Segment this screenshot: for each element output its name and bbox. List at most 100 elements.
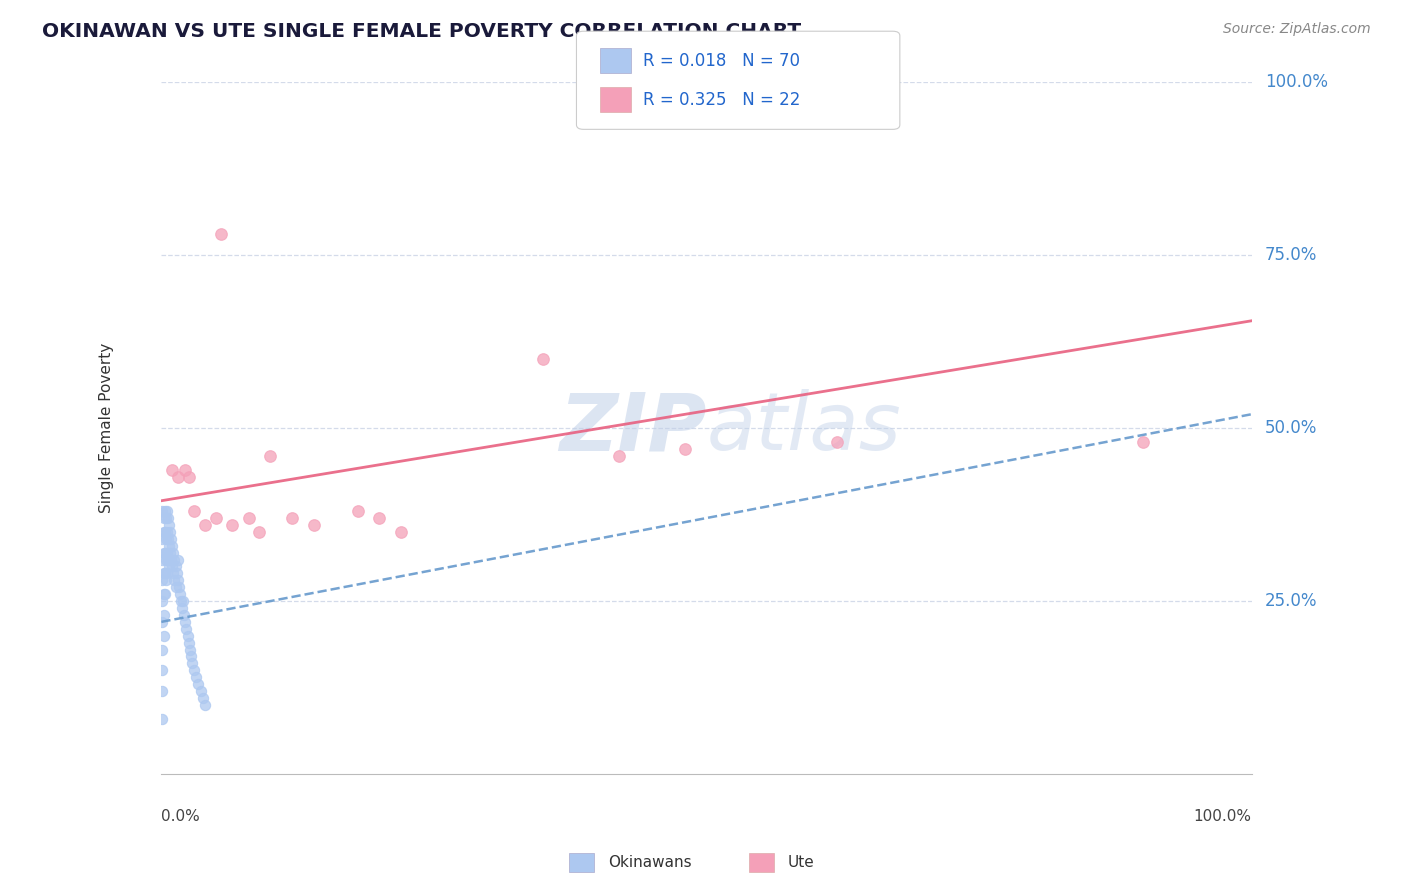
Point xyxy=(194,698,217,712)
Point xyxy=(152,566,174,581)
Point xyxy=(152,594,174,608)
Point xyxy=(162,566,184,581)
Point xyxy=(163,574,186,588)
Text: Source: ZipAtlas.com: Source: ZipAtlas.com xyxy=(1223,22,1371,37)
Point xyxy=(169,587,191,601)
Point xyxy=(156,504,179,518)
Point xyxy=(156,546,179,560)
Point xyxy=(152,712,174,726)
Point xyxy=(155,574,177,588)
Point xyxy=(165,580,187,594)
Point xyxy=(155,511,177,525)
Point xyxy=(157,559,180,574)
Point xyxy=(162,546,184,560)
Point xyxy=(165,559,187,574)
Point xyxy=(302,518,325,533)
Point xyxy=(159,546,181,560)
Point xyxy=(166,552,188,566)
Point xyxy=(166,566,188,581)
Point xyxy=(166,574,188,588)
Point xyxy=(156,524,179,539)
Text: R = 0.018   N = 70: R = 0.018 N = 70 xyxy=(643,52,800,70)
Point xyxy=(156,532,179,546)
Point xyxy=(183,663,205,677)
Point xyxy=(172,594,194,608)
Point xyxy=(205,511,228,525)
Point xyxy=(162,462,184,476)
Point xyxy=(249,524,271,539)
Point xyxy=(180,649,202,664)
Point xyxy=(167,580,190,594)
Point xyxy=(160,532,183,546)
Text: Okinawans: Okinawans xyxy=(609,855,692,870)
Point xyxy=(159,524,181,539)
Point xyxy=(607,449,630,463)
Point xyxy=(187,677,209,691)
Point xyxy=(152,615,174,629)
Point xyxy=(1132,434,1154,449)
Point xyxy=(156,552,179,566)
Point xyxy=(389,524,412,539)
Point xyxy=(152,587,174,601)
Point xyxy=(152,684,174,698)
Point xyxy=(209,227,232,242)
Point xyxy=(153,546,176,560)
Point xyxy=(346,504,368,518)
Point xyxy=(827,434,849,449)
Point xyxy=(153,524,176,539)
Point xyxy=(156,511,179,525)
Point xyxy=(170,601,193,615)
Point xyxy=(162,559,184,574)
Point xyxy=(163,552,186,566)
Point xyxy=(157,518,180,533)
Point xyxy=(176,622,198,636)
Text: Ute: Ute xyxy=(787,855,815,870)
Point xyxy=(153,566,176,581)
Point xyxy=(281,511,304,525)
Point xyxy=(162,539,184,553)
Point xyxy=(152,552,174,566)
Point xyxy=(152,524,174,539)
Text: 100.0%: 100.0% xyxy=(1194,809,1251,823)
Point xyxy=(166,469,188,483)
Point xyxy=(160,552,183,566)
Point xyxy=(152,574,174,588)
Point xyxy=(221,518,243,533)
Point xyxy=(183,504,205,518)
Text: Single Female Poverty: Single Female Poverty xyxy=(100,343,114,513)
Point xyxy=(194,518,217,533)
Point xyxy=(152,607,174,622)
Point xyxy=(176,629,198,643)
Point xyxy=(152,532,174,546)
Point xyxy=(174,462,197,476)
Point xyxy=(152,546,174,560)
Point xyxy=(153,504,176,518)
Point xyxy=(170,594,193,608)
Point xyxy=(177,635,200,649)
Point xyxy=(155,552,177,566)
Point xyxy=(531,351,554,366)
Point xyxy=(155,532,177,546)
Point xyxy=(152,663,174,677)
Text: atlas: atlas xyxy=(706,389,901,467)
Point xyxy=(173,607,195,622)
Point xyxy=(156,566,179,581)
Point xyxy=(180,657,202,671)
Text: 25.0%: 25.0% xyxy=(1265,592,1317,610)
Point xyxy=(368,511,391,525)
Text: 100.0%: 100.0% xyxy=(1265,73,1327,91)
Point xyxy=(673,442,696,456)
Text: OKINAWAN VS UTE SINGLE FEMALE POVERTY CORRELATION CHART: OKINAWAN VS UTE SINGLE FEMALE POVERTY CO… xyxy=(42,22,801,41)
Point xyxy=(152,504,174,518)
Point xyxy=(186,670,208,684)
Text: ZIP: ZIP xyxy=(560,389,706,467)
Point xyxy=(238,511,260,525)
Point xyxy=(153,587,176,601)
Point xyxy=(190,684,212,698)
Text: R = 0.325   N = 22: R = 0.325 N = 22 xyxy=(643,91,800,109)
Text: 0.0%: 0.0% xyxy=(162,809,200,823)
Point xyxy=(259,449,281,463)
Point xyxy=(152,642,174,657)
Point xyxy=(152,511,174,525)
Point xyxy=(179,642,201,657)
